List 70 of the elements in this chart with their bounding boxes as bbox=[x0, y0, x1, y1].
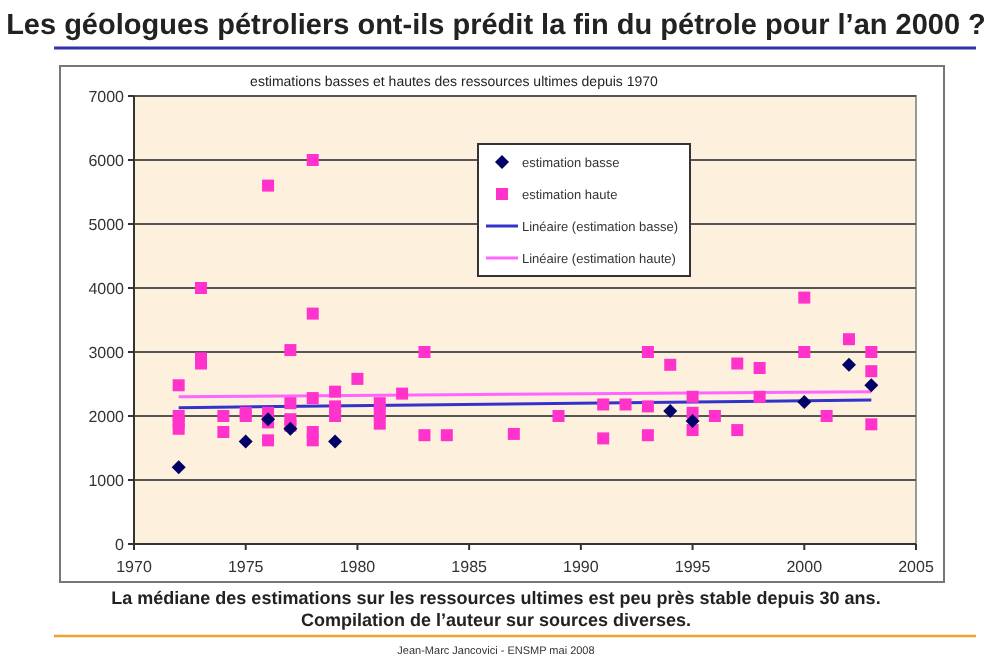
point bbox=[753, 390, 766, 403]
y-tick-label: 7000 bbox=[88, 88, 126, 106]
y-tick-label: 1000 bbox=[88, 472, 126, 490]
point bbox=[329, 410, 342, 422]
x-tick-label: 1970 bbox=[116, 558, 153, 576]
point bbox=[306, 392, 319, 405]
point bbox=[440, 429, 453, 442]
x-tick-label: 1990 bbox=[563, 558, 600, 576]
point bbox=[172, 379, 185, 392]
point bbox=[306, 307, 319, 320]
point bbox=[864, 378, 879, 393]
point bbox=[195, 282, 208, 294]
point bbox=[820, 410, 833, 422]
point bbox=[685, 414, 700, 429]
x-tick-label: 2005 bbox=[898, 558, 935, 576]
y-tick-label: 6000 bbox=[88, 152, 126, 170]
point bbox=[865, 365, 878, 378]
point bbox=[172, 422, 185, 435]
y-tick-label: 5000 bbox=[88, 216, 126, 234]
point bbox=[865, 418, 878, 431]
y-tick-label: 4000 bbox=[88, 280, 126, 298]
text: La médiane des estimations sur les ressources ultimes est peu près stable depuis 30 ans. Compilation de l’auteur sur sources diverses. bbox=[111, 588, 881, 630]
point bbox=[731, 424, 744, 437]
point bbox=[664, 358, 677, 371]
point bbox=[306, 434, 319, 447]
point bbox=[396, 387, 409, 400]
point bbox=[641, 400, 654, 413]
point bbox=[418, 429, 431, 442]
point bbox=[171, 460, 186, 475]
x-tick-label: 1980 bbox=[339, 558, 377, 576]
point bbox=[195, 357, 208, 370]
point bbox=[841, 357, 856, 372]
point bbox=[597, 398, 610, 411]
x-tick-label: 1995 bbox=[674, 558, 712, 576]
point bbox=[217, 426, 230, 438]
point bbox=[753, 362, 766, 374]
x-tick-label: 1975 bbox=[227, 558, 265, 576]
point bbox=[306, 154, 319, 166]
point bbox=[284, 344, 297, 357]
point bbox=[507, 427, 520, 440]
y-tick-label: 3000 bbox=[88, 344, 126, 362]
point bbox=[262, 179, 275, 192]
point bbox=[284, 397, 297, 410]
point bbox=[641, 429, 654, 442]
point bbox=[708, 410, 721, 422]
point bbox=[842, 333, 855, 346]
chart-title: Les géologues pétroliers ont-ils prédit la fin du pétrole pour l’an 2000 ? bbox=[6, 10, 987, 42]
point bbox=[798, 346, 811, 358]
point bbox=[217, 410, 230, 422]
point bbox=[329, 385, 342, 398]
point bbox=[686, 390, 699, 403]
point bbox=[663, 403, 678, 418]
point bbox=[238, 434, 253, 449]
x-tick-label: 1985 bbox=[451, 558, 489, 576]
y-tick-label: 0 bbox=[115, 536, 126, 554]
y-tick-label: 2000 bbox=[88, 408, 126, 426]
point bbox=[552, 410, 565, 422]
point bbox=[865, 346, 878, 358]
point bbox=[262, 434, 275, 447]
point bbox=[373, 417, 386, 430]
point bbox=[641, 346, 654, 358]
point bbox=[731, 357, 744, 370]
point bbox=[418, 346, 431, 358]
point bbox=[797, 394, 812, 409]
x-tick-label: 2000 bbox=[786, 558, 824, 576]
point bbox=[351, 372, 364, 385]
point bbox=[798, 291, 811, 304]
point bbox=[328, 434, 343, 449]
point bbox=[619, 398, 632, 411]
point bbox=[597, 432, 610, 445]
